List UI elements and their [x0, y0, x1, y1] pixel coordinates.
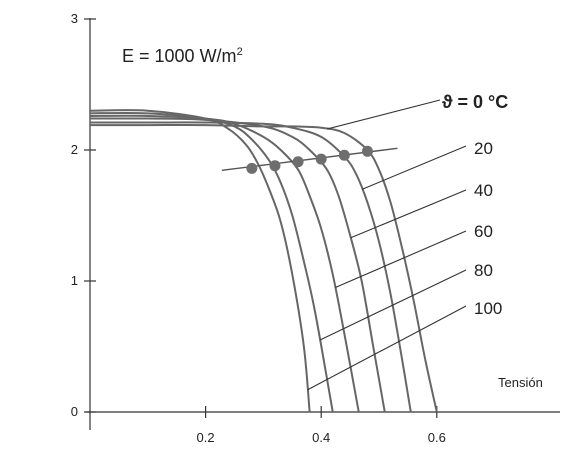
- leader-line: [319, 269, 467, 341]
- leader-line: [326, 99, 441, 130]
- series-label: 40: [474, 181, 493, 200]
- series-label: 60: [474, 222, 493, 241]
- axes: [86, 18, 560, 430]
- x-axis-label: Tensión: [498, 375, 543, 390]
- series-line: [89, 117, 386, 413]
- leader-line: [350, 189, 467, 239]
- mpp-point: [246, 162, 258, 174]
- series-label: 20: [474, 139, 493, 158]
- leader-line: [361, 145, 467, 190]
- irradiance-annotation: E = 1000 W/m2: [122, 46, 243, 66]
- leader-line: [307, 305, 467, 391]
- x-tick-label: 0.4: [312, 430, 330, 445]
- mpp-point: [361, 145, 373, 157]
- mpp-markers: [221, 145, 398, 174]
- legend-leaders: [307, 99, 467, 391]
- labels: ϑ = 0 °C 20 40 60 80 100 E = 1000 W/m2 Tensión: [122, 46, 543, 390]
- x-tick-label: 0.6: [428, 430, 446, 445]
- series-label: 80: [474, 261, 493, 280]
- series-label: 100: [474, 299, 502, 318]
- leader-line: [335, 230, 467, 289]
- mpp-point: [269, 160, 281, 172]
- mpp-point: [292, 156, 304, 168]
- ticks: 0 1 2 3 0.2 0.4 0.6: [71, 11, 446, 445]
- y-tick-label: 0: [71, 404, 78, 419]
- mpp-point: [315, 153, 327, 165]
- y-tick-label: 2: [71, 142, 78, 157]
- x-tick-label: 0.2: [197, 430, 215, 445]
- curves: [89, 109, 438, 413]
- mpp-point: [338, 149, 350, 161]
- y-tick-label: 3: [71, 11, 78, 26]
- series-line: [89, 109, 311, 413]
- y-tick-label: 1: [71, 273, 78, 288]
- series-label: ϑ = 0 °C: [442, 92, 508, 112]
